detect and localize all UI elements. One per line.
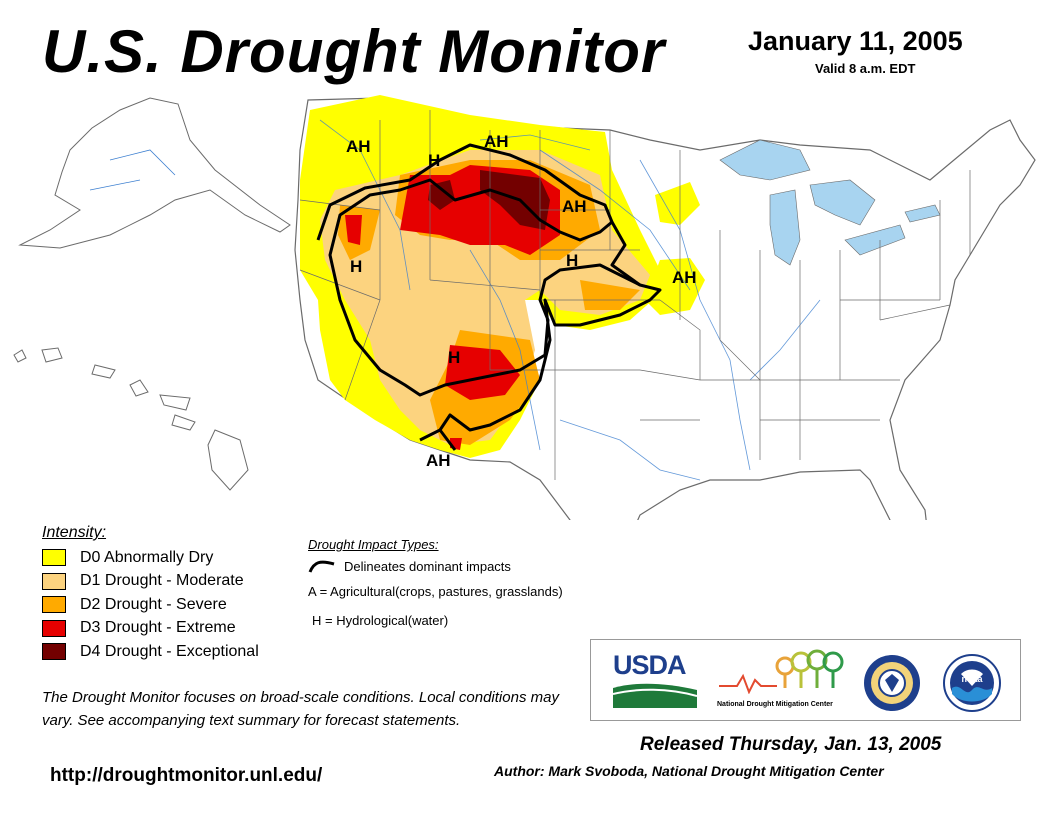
partner-logos: USDA National Drought Mitigation Center: [590, 639, 1021, 721]
impact-label: H: [448, 348, 460, 367]
author-credit: Author: Mark Svoboda, National Drought M…: [494, 763, 884, 779]
great-lakes: [719, 139, 941, 266]
release-date: Released Thursday, Jan. 13, 2005: [640, 734, 942, 755]
legend-label: D4 Drought - Exceptional: [80, 642, 259, 660]
disclaimer-note: The Drought Monitor focuses on broad-sca…: [42, 689, 559, 729]
legend-label: D2 Drought - Severe: [80, 595, 227, 613]
swatch-d0: [42, 549, 66, 567]
website-url[interactable]: http://droughtmonitor.unl.edu/: [50, 765, 323, 786]
ndmc-logo-text: National Drought Mitigation Center: [717, 701, 833, 708]
legend-item-d0: D0 Abnormally Dry: [42, 546, 302, 570]
swatch-d1: [42, 572, 66, 590]
impact-label: H: [566, 251, 578, 270]
swatch-d4: [42, 643, 66, 661]
drought-d4: [428, 170, 550, 230]
impact-h-desc: H = Hydrological(water): [312, 613, 449, 628]
drought-map: AH H AH AH H H AH H AH: [13, 95, 1036, 520]
usda-logo: USDA: [612, 650, 698, 712]
legend-item-d1: D1 Drought - Moderate: [42, 570, 302, 594]
page-title: U.S. Drought Monitor: [42, 18, 666, 85]
impact-label: AH: [484, 132, 509, 151]
legend-item-d2: D2 Drought - Severe: [42, 593, 302, 617]
impact-label: AH: [672, 268, 697, 287]
usda-logo-text: USDA: [613, 650, 687, 680]
noaa-logo-text: noaa: [961, 674, 983, 684]
impact-label: H: [350, 257, 362, 276]
commerce-seal-icon: [864, 655, 920, 711]
noaa-seal-icon: [943, 654, 1001, 712]
valid-time: Valid 8 a.m. EDT: [815, 61, 916, 76]
impact-line-row: Delineates dominant impacts: [308, 558, 568, 574]
hawaii-islands: [13, 347, 249, 491]
map-date: January 11, 2005: [748, 26, 963, 56]
impact-label: AH: [562, 197, 587, 216]
swatch-d2: [42, 596, 66, 614]
impact-types-legend: Drought Impact Types: Delineates dominan…: [308, 537, 568, 628]
legend-label: D0 Abnormally Dry: [80, 548, 214, 566]
impact-a-desc: A = Agricultural(crops, pastures, grassl…: [308, 584, 563, 599]
usda-hills-icon: [612, 683, 698, 708]
legend-label: D1 Drought - Moderate: [80, 572, 244, 590]
ndmc-trees-icon: [719, 649, 844, 695]
boundary-line-icon: [308, 560, 335, 573]
intensity-legend: Intensity: D0 Abnormally Dry D1 Drought …: [42, 524, 302, 664]
noaa-logo: noaa: [943, 654, 1001, 712]
swatch-d3: [42, 619, 66, 637]
impact-label: AH: [346, 137, 371, 156]
impact-boundaries: [316, 143, 662, 451]
legend-item-d3: D3 Drought - Extreme: [42, 617, 302, 641]
alaska-outline: [18, 97, 291, 249]
impact-label: H: [428, 151, 440, 170]
legend-item-d4: D4 Drought - Exceptional: [42, 640, 302, 664]
impact-label: AH: [426, 451, 451, 470]
state-borders: [299, 110, 971, 480]
impact-types-title: Drought Impact Types:: [308, 537, 439, 552]
impact-line-desc: Delineates dominant impacts: [344, 558, 511, 574]
ndmc-logo: National Drought Mitigation Center: [717, 648, 847, 714]
legend-title: Intensity:: [42, 524, 107, 541]
legend-label: D3 Drought - Extreme: [80, 619, 236, 637]
